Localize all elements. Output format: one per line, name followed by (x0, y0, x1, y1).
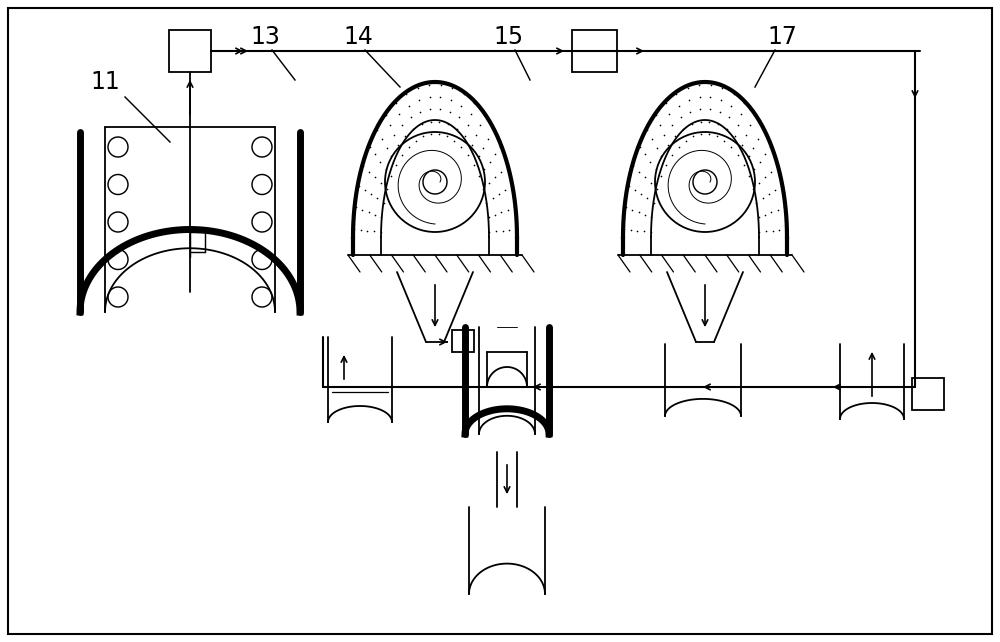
Bar (912, 378, 944, 410)
Bar (169, 30, 211, 72)
Text: 17: 17 (767, 25, 797, 49)
Bar (572, 30, 617, 72)
Text: 15: 15 (493, 25, 523, 49)
Text: 11: 11 (90, 70, 120, 94)
Text: 14: 14 (343, 25, 373, 49)
Text: 13: 13 (250, 25, 280, 49)
Bar (452, 330, 474, 352)
